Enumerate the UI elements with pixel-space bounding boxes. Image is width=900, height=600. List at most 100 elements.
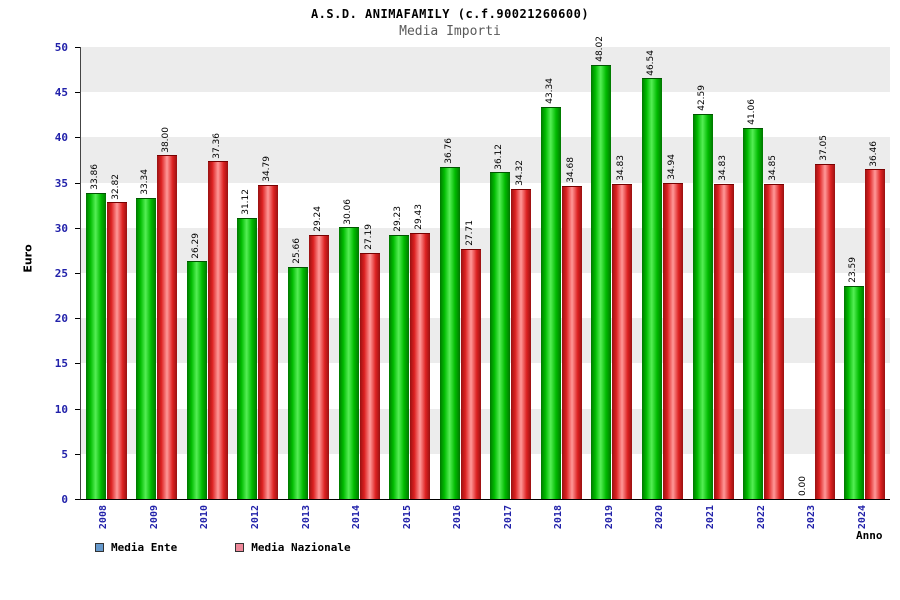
media-nazionale-label: Media Nazionale — [251, 541, 351, 554]
y-tick-label-10: 10 — [54, 402, 68, 416]
x-tick-label-2024: 2024 — [856, 505, 868, 530]
bar-media-nazionale-2018 — [561, 185, 582, 499]
bar-media-ente-2017 — [490, 172, 511, 499]
bar-media-nazionale-2015 — [410, 232, 431, 499]
bar-group-2008: 33.86 32.82 — [81, 47, 132, 499]
bar-group-2018: 43.34 34.68 — [536, 47, 587, 499]
bar-value-label-media-ente-2008: 33.86 — [89, 164, 100, 190]
y-tick-label-35: 35 — [54, 176, 68, 190]
bar-value-label-media-ente-2018: 43.34 — [544, 78, 555, 105]
bar-value-label-media-nazionale-2009: 38.00 — [161, 126, 172, 153]
bar-group-2012: 31.12 34.79 — [233, 47, 284, 499]
x-tick-label-2020: 2020 — [654, 505, 666, 530]
bar-media-ente-2008 — [85, 192, 106, 499]
bar-media-ente-2018 — [540, 107, 561, 499]
media-ente-label: Media Ente — [111, 541, 178, 554]
bar-value-label-media-ente-2020: 46.54 — [645, 49, 656, 76]
bar-group-2024: 23.59 36.46 — [839, 47, 890, 499]
y-tick-mark-30 — [75, 227, 80, 229]
bar-group-2019: 48.02 34.83 — [587, 36, 638, 499]
bar-value-label-media-ente-2010: 26.29 — [190, 232, 201, 259]
bar-media-ente-2015 — [389, 234, 410, 499]
bar-media-nazionale-2014 — [359, 253, 380, 499]
bar-media-nazionale-2012 — [258, 184, 279, 499]
y-tick-mark-15 — [75, 363, 80, 365]
bar-group-2020: 46.54 34.94 — [637, 47, 688, 499]
x-tick-label-2014: 2014 — [351, 505, 363, 530]
bar-media-ente-2021 — [692, 114, 713, 499]
x-tick-label-2012: 2012 — [249, 505, 261, 530]
bar-value-label-media-nazionale-2015: 29.43 — [414, 204, 425, 230]
x-tick-label-2008: 2008 — [98, 505, 110, 530]
y-tick-mark-40 — [75, 137, 80, 139]
bar-media-nazionale-2021 — [713, 184, 734, 499]
bar-value-label-media-ente-2022: 41.06 — [747, 99, 758, 125]
x-tick-label-2018: 2018 — [553, 505, 565, 530]
bar-value-label-media-nazionale-2010: 37.36 — [211, 132, 222, 159]
bar-value-label-media-nazionale-2014: 27.19 — [363, 224, 374, 251]
y-tick-label-30: 30 — [54, 221, 68, 235]
bar-value-label-media-ente-2023: 0.00 — [797, 475, 808, 496]
y-tick-label-25: 25 — [54, 267, 68, 280]
y-tick-label-15: 15 — [54, 357, 68, 371]
bar-group-2013: 25.66 29.24 — [283, 47, 334, 499]
bar-value-label-media-nazionale-2016: 27.71 — [464, 219, 475, 246]
bar-media-ente-2020 — [641, 78, 662, 499]
bar-media-ente-2012 — [237, 217, 258, 499]
bar-media-ente-2024 — [844, 285, 865, 499]
legend-item-media-nazionale: Media Nazionale — [235, 541, 351, 554]
bar-group-2017: 36.12 34.32 — [486, 47, 537, 499]
x-tick-label-2019: 2019 — [603, 505, 615, 530]
bar-value-label-media-ente-2017: 36.12 — [494, 143, 505, 170]
bar-value-label-media-ente-2015: 29.23 — [393, 206, 404, 232]
chart-title: A.S.D. ANIMAFAMILY (c.f.90021260600) — [310, 7, 590, 21]
y-tick-mark-50 — [75, 47, 80, 48]
x-axis-title: Anno — [856, 529, 883, 542]
media-nazionale-swatch — [235, 543, 245, 552]
bar-media-nazionale-2022 — [764, 183, 785, 499]
y-tick-mark-25 — [75, 273, 80, 274]
plot-area: 33.86 32.82 33.34 38.00 26.29 37.36 31.12 34.79… — [80, 36, 890, 500]
bar-value-label-media-nazionale-2024: 36.46 — [869, 140, 880, 167]
bar-value-label-media-nazionale-2022: 34.85 — [768, 155, 779, 181]
bar-value-label-media-nazionale-2012: 34.79 — [262, 155, 273, 182]
bar-media-nazionale-2020 — [662, 183, 683, 499]
bar-value-label-media-nazionale-2023: 37.05 — [818, 135, 829, 162]
y-tick-label-0: 0 — [61, 493, 68, 506]
bar-group-2009: 33.34 38.00 — [132, 47, 183, 499]
y-tick-mark-35 — [75, 182, 80, 184]
bar-value-label-media-ente-2009: 33.34 — [140, 168, 151, 195]
x-tick-label-2010: 2010 — [199, 505, 211, 530]
bar-media-nazionale-2017 — [511, 188, 532, 499]
bar-value-label-media-ente-2013: 25.66 — [292, 238, 303, 265]
y-tick-mark-10 — [75, 408, 80, 410]
bar-value-label-media-nazionale-2017: 34.32 — [515, 159, 526, 186]
bar-media-nazionale-2009 — [157, 155, 178, 499]
bar-value-label-media-nazionale-2008: 32.82 — [110, 173, 121, 200]
bar-group-2022: 41.06 34.85 — [738, 47, 789, 499]
bar-value-label-media-ente-2019: 48.02 — [595, 36, 606, 62]
bar-media-nazionale-2023 — [814, 164, 835, 499]
x-tick-label-2022: 2022 — [755, 505, 767, 530]
bar-value-label-media-ente-2021: 42.59 — [696, 85, 707, 111]
bar-value-label-media-nazionale-2021: 34.83 — [717, 155, 728, 182]
bar-group-2016: 36.76 27.71 — [435, 47, 486, 499]
y-tick-label-5: 5 — [61, 447, 68, 461]
bar-value-label-media-ente-2012: 31.12 — [241, 188, 252, 215]
bar-media-nazionale-2019 — [612, 184, 633, 499]
bar-media-ente-2016 — [439, 166, 460, 499]
legend-item-media-ente: Media Ente — [95, 541, 177, 554]
y-tick-mark-5 — [75, 453, 80, 455]
legend: Media Ente Media Nazionale — [95, 541, 351, 554]
bar-media-ente-2022 — [743, 127, 764, 499]
y-tick-label-45: 45 — [54, 86, 68, 100]
bar-group-2014: 30.06 27.19 — [334, 47, 385, 499]
x-tick-label-2017: 2017 — [502, 505, 514, 530]
media-ente-swatch — [95, 543, 104, 552]
bar-media-ente-2014 — [338, 227, 359, 499]
x-tick-label-2023: 2023 — [806, 505, 818, 530]
y-tick-mark-45 — [75, 92, 80, 94]
bar-media-ente-2009 — [136, 197, 157, 499]
y-tick-mark-0 — [75, 499, 80, 500]
